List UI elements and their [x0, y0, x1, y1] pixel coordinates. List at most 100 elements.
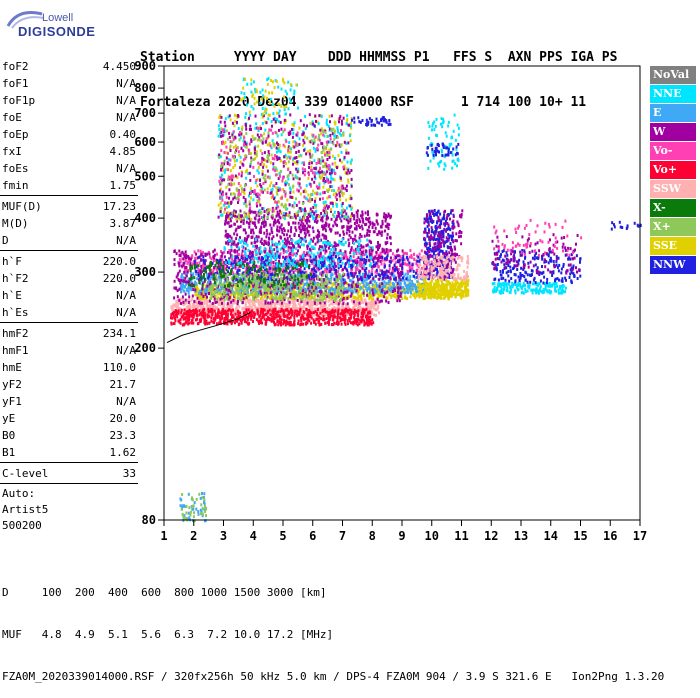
- echo-point: [375, 308, 378, 312]
- param-value: 220.0: [102, 272, 136, 285]
- echo-point: [261, 241, 263, 245]
- echo-point: [211, 308, 214, 312]
- echo-point: [327, 299, 330, 303]
- echo-point: [393, 274, 396, 278]
- echo-point: [301, 313, 304, 317]
- echo-point: [186, 287, 188, 291]
- echo-point: [378, 282, 381, 286]
- echo-point: [359, 288, 362, 292]
- echo-point: [184, 269, 187, 273]
- echo-point: [205, 309, 208, 312]
- echo-point: [259, 311, 262, 315]
- echo-point: [231, 313, 234, 317]
- echo-point: [356, 267, 359, 271]
- echo-point: [265, 235, 268, 239]
- echo-point: [218, 321, 221, 325]
- echo-point: [368, 269, 371, 273]
- param-name: yF2: [2, 378, 22, 391]
- echo-point: [333, 291, 336, 295]
- echo-point: [226, 302, 229, 306]
- echo-point: [241, 257, 244, 261]
- echo-point: [274, 270, 277, 274]
- echo-point: [257, 235, 260, 239]
- echo-point: [270, 260, 273, 264]
- echo-point: [334, 264, 337, 268]
- digisonde-logo: Lowell DIGISONDE: [2, 2, 122, 50]
- echo-point: [382, 248, 385, 252]
- echo-point: [180, 301, 182, 305]
- echo-point: [395, 296, 398, 300]
- echo-point: [188, 321, 191, 325]
- echo-point: [321, 219, 324, 223]
- echo-point: [334, 306, 336, 310]
- echo-point: [273, 317, 276, 320]
- echo-point: [218, 273, 221, 277]
- echo-point: [362, 267, 365, 271]
- echo-point: [400, 263, 403, 267]
- echo-point: [369, 220, 372, 224]
- echo-point: [332, 287, 335, 291]
- echo-point: [369, 272, 372, 276]
- echo-point: [254, 306, 257, 310]
- echo-point: [357, 306, 360, 310]
- echo-point: [239, 315, 241, 319]
- echo-point: [366, 301, 369, 305]
- echo-point: [351, 230, 354, 234]
- echo-point: [398, 282, 401, 286]
- echo-point: [211, 275, 213, 279]
- echo-point: [226, 315, 229, 319]
- echo-point: [245, 295, 248, 299]
- echo-point: [279, 302, 282, 306]
- echo-point: [208, 272, 211, 276]
- echo-point: [369, 300, 372, 304]
- echo-point: [380, 262, 383, 266]
- echo-point: [271, 254, 274, 258]
- echo-point: [391, 266, 394, 270]
- echo-point: [194, 286, 197, 290]
- echo-point: [346, 288, 349, 292]
- echo-point: [331, 308, 334, 312]
- echo-point: [267, 313, 270, 317]
- echo-point: [304, 282, 307, 286]
- echo-point: [203, 279, 206, 283]
- echo-point: [200, 317, 203, 321]
- echo-point: [246, 274, 249, 278]
- echo-point: [356, 209, 359, 213]
- echo-point: [324, 227, 327, 231]
- echo-point: [340, 292, 343, 296]
- echo-point: [269, 318, 272, 322]
- param-name: h`E: [2, 289, 22, 302]
- echo-point: [194, 318, 197, 322]
- echo-point: [258, 217, 261, 221]
- echo-point: [323, 223, 326, 227]
- echo-point: [251, 309, 253, 313]
- echo-point: [399, 255, 402, 258]
- echo-point: [257, 301, 260, 305]
- echo-point: [219, 303, 222, 307]
- echo-point: [214, 317, 217, 321]
- echo-point: [362, 276, 364, 280]
- echo-point: [231, 285, 234, 289]
- echo-point: [251, 257, 254, 260]
- echo-point: [202, 308, 205, 312]
- echo-point: [270, 290, 273, 294]
- echo-point: [227, 300, 230, 303]
- echo-point: [265, 291, 268, 295]
- echo-point: [309, 312, 312, 316]
- echo-point: [370, 265, 373, 269]
- echo-point: [346, 290, 349, 294]
- echo-point: [273, 309, 276, 313]
- echo-point: [306, 252, 308, 256]
- panel-note: Artist5: [2, 503, 49, 516]
- echo-point: [184, 321, 187, 325]
- echo-point: [269, 223, 272, 227]
- echo-point: [354, 227, 356, 231]
- echo-point: [307, 298, 310, 302]
- echo-point: [320, 323, 323, 326]
- echo-point: [254, 310, 257, 314]
- echo-point: [399, 273, 402, 277]
- echo-point: [219, 321, 222, 325]
- echo-point: [192, 288, 195, 292]
- echo-point: [262, 274, 265, 278]
- echo-point: [394, 266, 397, 270]
